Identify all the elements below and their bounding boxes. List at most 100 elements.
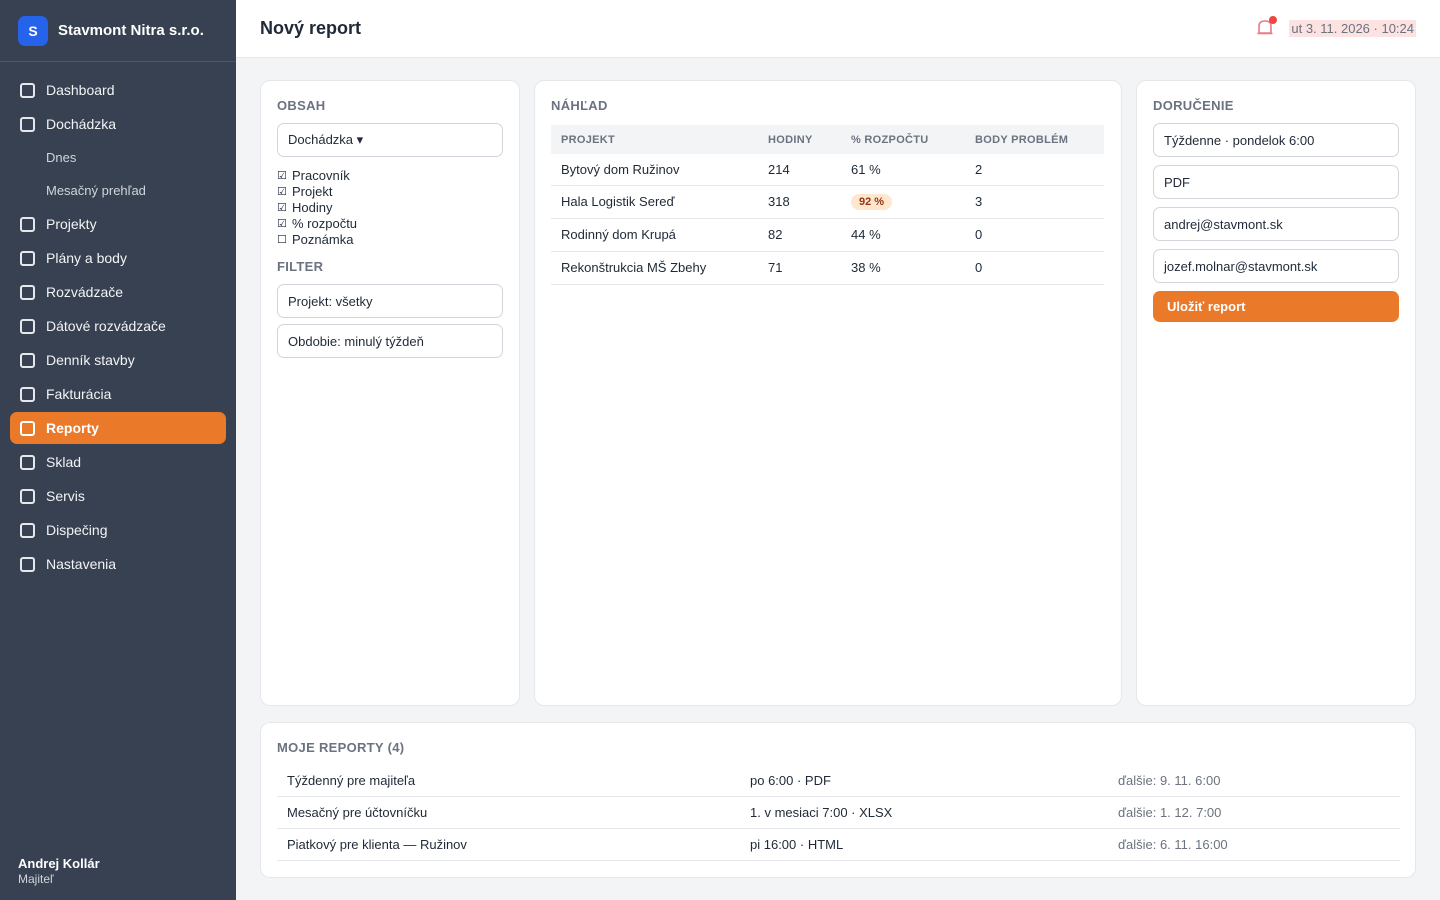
col-header-project[interactable]: PROJEKT bbox=[551, 125, 758, 154]
sidebar-item-dispecing[interactable]: Dispečing bbox=[10, 514, 226, 546]
content-title: OBSAH bbox=[277, 98, 326, 113]
table-row[interactable]: Rodinný dom Krupá 82 44 % 0 bbox=[551, 218, 1104, 252]
col-header-hours[interactable]: HODINY bbox=[758, 125, 841, 154]
cell-budget: 44 % bbox=[841, 218, 965, 252]
checkbox-checked-icon[interactable]: ☑ bbox=[277, 169, 287, 182]
cell-budget: 61 % bbox=[841, 154, 965, 186]
format-field[interactable]: PDF bbox=[1153, 165, 1399, 199]
source-select[interactable]: Dochádzka ▾ bbox=[277, 123, 503, 157]
sidebar-item-label: Dispečing bbox=[46, 522, 108, 538]
table-row[interactable]: Rekonštrukcia MŠ Zbehy 71 38 % 0 bbox=[551, 251, 1104, 285]
column-checkbox-label: Pracovník bbox=[292, 168, 350, 183]
budget-warning-badge: 92 % bbox=[851, 194, 893, 210]
column-checkbox-projekt[interactable]: ☑ Projekt bbox=[277, 184, 357, 200]
recipient-field[interactable]: jozef.molnar@stavmont.sk bbox=[1153, 249, 1399, 283]
report-name: Mesačný pre účtovníčku bbox=[287, 805, 428, 820]
checkbox-empty-icon[interactable]: ☐ bbox=[277, 233, 287, 246]
column-checkbox-pracovnik[interactable]: ☑ Pracovník bbox=[277, 168, 357, 184]
report-schedule: pi 16:00 · HTML bbox=[750, 837, 844, 852]
sidebar-item-projekty[interactable]: Projekty bbox=[10, 208, 226, 240]
nav-square-icon bbox=[20, 352, 35, 368]
header-right: ut 3. 11. 2026 · 10:24 bbox=[1255, 16, 1416, 38]
cell-problems: 2 bbox=[965, 154, 1104, 186]
current-datetime: ut 3. 11. 2026 · 10:24 bbox=[1289, 19, 1416, 37]
nav-square-icon bbox=[20, 318, 35, 334]
column-checklist: ☑ Pracovník ☑ Projekt ☑ Hodiny ☑ % rozpočtu ☐ Poz… bbox=[277, 168, 357, 248]
sidebar-item-label: Nastavenia bbox=[46, 556, 117, 572]
checkbox-checked-icon[interactable]: ☑ bbox=[277, 217, 287, 230]
brand[interactable]: S Stavmont Nitra s.r.o. bbox=[0, 0, 236, 62]
report-next-run: ďalšie: 6. 11. 16:00 bbox=[1118, 837, 1228, 852]
cell-hours: 71 bbox=[758, 251, 841, 285]
save-report-button[interactable]: Uložiť report bbox=[1153, 291, 1399, 322]
sidebar-subitem-mesacny-prehlad[interactable]: Mesačný prehľad bbox=[46, 183, 146, 198]
cell-hours: 82 bbox=[758, 218, 841, 252]
sidebar-subitem-dnes[interactable]: Dnes bbox=[46, 150, 77, 165]
sidebar-item-reporty[interactable]: Reporty bbox=[10, 412, 226, 444]
top-header: Nový report ut 3. 11. 2026 · 10:24 bbox=[236, 0, 1440, 58]
cell-problems: 0 bbox=[965, 218, 1104, 252]
cell-hours: 214 bbox=[758, 154, 841, 186]
page-title: Nový report bbox=[260, 18, 362, 38]
sidebar-item-label: Rozvádzače bbox=[46, 284, 124, 300]
sidebar-item-label: Sklad bbox=[46, 454, 82, 470]
nav-square-icon bbox=[20, 556, 35, 572]
cell-problems: 3 bbox=[965, 185, 1104, 219]
column-checkbox-poznamka[interactable]: ☐ Poznámka bbox=[277, 232, 357, 248]
table-row[interactable]: Bytový dom Ružinov 214 61 % 2 bbox=[551, 154, 1104, 186]
nav-square-icon bbox=[20, 216, 35, 232]
sidebar: S Stavmont Nitra s.r.o. Dashboard Dochádz… bbox=[0, 0, 236, 900]
preview-card: NÁHĽAD PROJEKT HODINY % ROZPOČTU BODY PR… bbox=[534, 80, 1122, 706]
my-reports-card: MOJE REPORTY (4) Týždenný pre majiteľa po… bbox=[260, 722, 1416, 878]
report-row[interactable]: Mesačný pre účtovníčku 1. v mesiaci 7:00 … bbox=[277, 797, 1400, 829]
nav-square-icon bbox=[20, 386, 35, 402]
preview-header-row: PROJEKT HODINY % ROZPOČTU BODY PROBLÉM bbox=[551, 125, 1104, 154]
sidebar-item-rozvadzace[interactable]: Rozvádzače bbox=[10, 276, 226, 308]
project-filter[interactable]: Projekt: všetky bbox=[277, 284, 503, 318]
nav-square-icon bbox=[20, 522, 35, 538]
sidebar-item-dennik-stavby[interactable]: Denník stavby bbox=[10, 344, 226, 376]
column-checkbox-rozpoctu[interactable]: ☑ % rozpočtu bbox=[277, 216, 357, 232]
table-row[interactable]: Hala Logistik Sereď 318 92 % 3 bbox=[551, 185, 1104, 219]
bell-icon[interactable] bbox=[1255, 16, 1278, 38]
report-row[interactable]: Týždenný pre majiteľa po 6:00 · PDF ďalšie… bbox=[277, 765, 1400, 797]
filter-title: FILTER bbox=[277, 259, 324, 274]
period-filter[interactable]: Obdobie: minulý týždeň bbox=[277, 324, 503, 358]
delivery-title: DORUČENIE bbox=[1153, 98, 1234, 113]
column-checkbox-hodiny[interactable]: ☑ Hodiny bbox=[277, 200, 357, 216]
report-next-run: ďalšie: 1. 12. 7:00 bbox=[1118, 805, 1222, 820]
delivery-card: DORUČENIE Týždenne · pondelok 6:00 PDF a… bbox=[1136, 80, 1416, 706]
sidebar-item-label: Plány a body bbox=[46, 250, 127, 266]
report-next-run: ďalšie: 9. 11. 6:00 bbox=[1118, 773, 1221, 788]
col-header-problems[interactable]: BODY PROBLÉM bbox=[965, 125, 1104, 154]
schedule-field[interactable]: Týždenne · pondelok 6:00 bbox=[1153, 123, 1399, 157]
cell-project: Rekonštrukcia MŠ Zbehy bbox=[551, 251, 758, 285]
sidebar-item-datove-rozvadzace[interactable]: Dátové rozvádzače bbox=[10, 310, 226, 342]
sidebar-item-fakturacia[interactable]: Fakturácia bbox=[10, 378, 226, 410]
cell-problems: 0 bbox=[965, 251, 1104, 285]
sidebar-item-label: Dátové rozvádzače bbox=[46, 318, 166, 334]
my-reports-title: MOJE REPORTY (4) bbox=[277, 740, 405, 755]
nav-square-icon bbox=[20, 116, 35, 132]
sidebar-item-sklad[interactable]: Sklad bbox=[10, 446, 226, 478]
nav-square-icon bbox=[20, 454, 35, 470]
report-schedule: 1. v mesiaci 7:00 · XLSX bbox=[750, 805, 893, 820]
sidebar-item-label: Projekty bbox=[46, 216, 97, 232]
sidebar-item-dashboard[interactable]: Dashboard bbox=[10, 74, 226, 106]
sidebar-item-label: Denník stavby bbox=[46, 352, 135, 368]
report-row[interactable]: Piatkový pre klienta — Ružinov pi 16:00 ·… bbox=[277, 829, 1400, 861]
checkbox-checked-icon[interactable]: ☑ bbox=[277, 201, 287, 214]
user-name: Andrej Kollár bbox=[18, 856, 100, 871]
nav-square-icon bbox=[20, 488, 35, 504]
recipient-field[interactable]: andrej@stavmont.sk bbox=[1153, 207, 1399, 241]
cell-project: Rodinný dom Krupá bbox=[551, 218, 758, 252]
sidebar-item-dochadzka[interactable]: Dochádzka bbox=[10, 108, 226, 140]
user-profile[interactable]: Andrej Kollár Majiteľ bbox=[18, 856, 100, 886]
sidebar-item-label: Reporty bbox=[46, 420, 99, 436]
col-header-budget[interactable]: % ROZPOČTU bbox=[841, 125, 965, 154]
sidebar-item-plany-a-body[interactable]: Plány a body bbox=[10, 242, 226, 274]
report-name: Týždenný pre majiteľa bbox=[287, 773, 416, 788]
sidebar-item-nastavenia[interactable]: Nastavenia bbox=[10, 548, 226, 580]
sidebar-item-servis[interactable]: Servis bbox=[10, 480, 226, 512]
checkbox-checked-icon[interactable]: ☑ bbox=[277, 185, 287, 198]
